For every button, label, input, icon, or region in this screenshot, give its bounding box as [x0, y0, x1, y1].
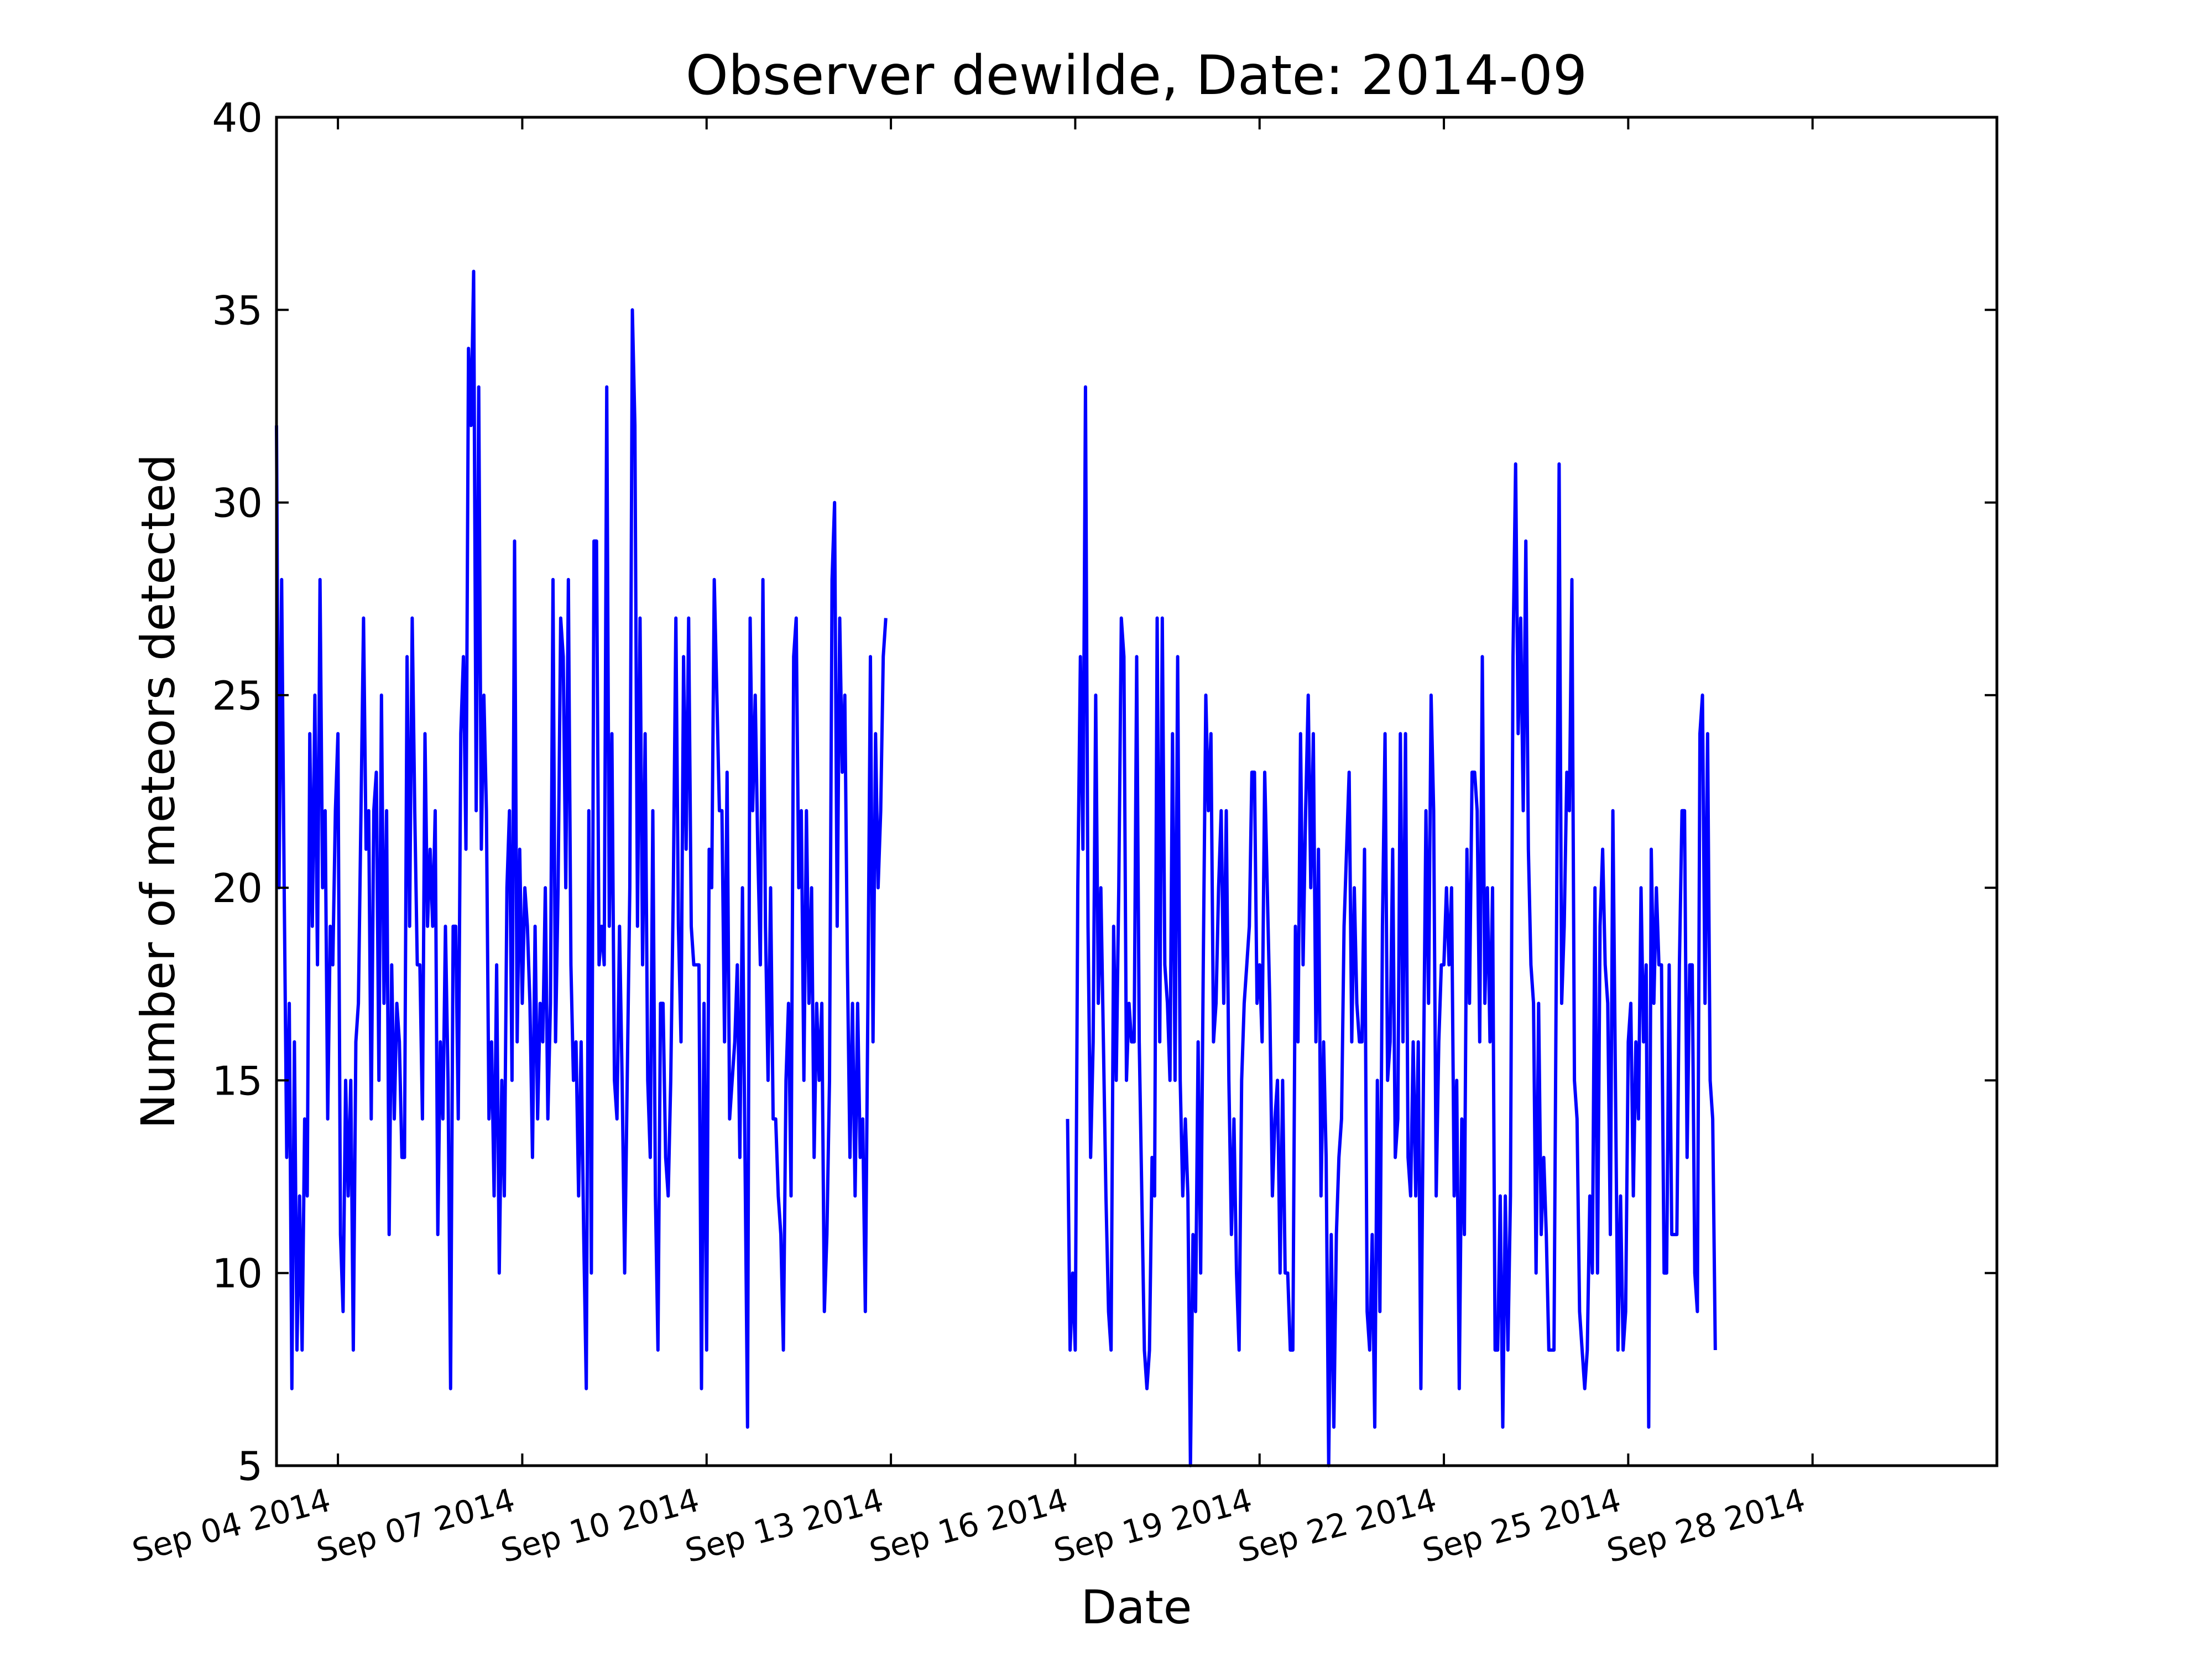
- y-axis-ticks: 5 10 15 20 25 30 35 40: [212, 95, 1997, 1489]
- y-tick-label: 40: [212, 95, 263, 141]
- y-tick-label: 35: [212, 287, 263, 334]
- plot-frame: [275, 116, 1999, 1467]
- y-tick-label: 30: [212, 480, 263, 527]
- y-tick-label: 5: [237, 1443, 263, 1489]
- chart-title: Observer dewilde, Date: 2014-09: [686, 44, 1588, 107]
- y-tick-label: 15: [212, 1057, 263, 1104]
- x-axis-label: Date: [1081, 1580, 1192, 1634]
- series-line-segment-1: [275, 269, 888, 1429]
- y-tick-label: 10: [212, 1251, 263, 1297]
- plot-area: [275, 269, 1717, 1467]
- y-tick-label: 25: [212, 673, 263, 719]
- series-line-segment-2: [1066, 385, 1717, 1467]
- y-axis-label: Number of meteors detected: [131, 454, 185, 1129]
- y-tick-label: 20: [212, 865, 263, 911]
